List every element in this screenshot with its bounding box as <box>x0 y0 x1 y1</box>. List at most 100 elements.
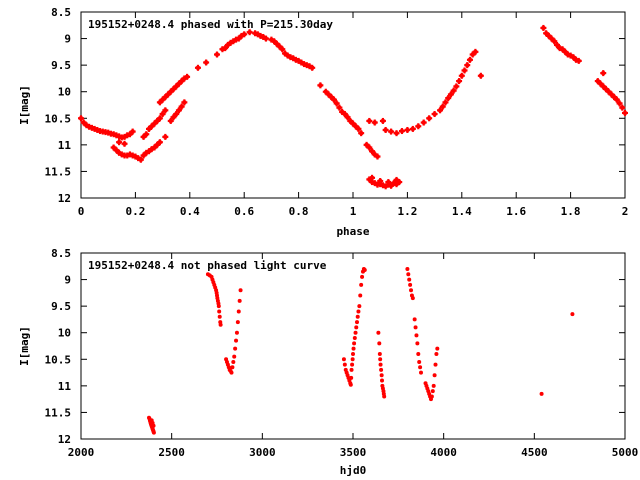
unphased-x-tick-label: 3000 <box>249 446 276 459</box>
phased-data-point <box>175 107 182 114</box>
phased-data-point <box>137 156 144 163</box>
phased-data-point <box>377 177 384 184</box>
unphased-data-point <box>434 351 439 356</box>
phased-data-point <box>458 72 465 79</box>
unphased-data-point <box>431 383 436 388</box>
unphased-data-point <box>151 430 156 435</box>
phased-data-point <box>431 111 438 118</box>
phased-data-point <box>366 117 373 124</box>
unphased-data-point <box>354 320 359 325</box>
unphased-panel: 195152+0248.4 not phased light curve 200… <box>18 247 638 477</box>
unphased-axis-ticks: 2000 2500 3000 3500 4000 4500 5000 8.5 9 9.5 10 10.… <box>45 247 639 459</box>
phased-data-point <box>167 117 174 124</box>
unphased-data-point <box>231 359 236 364</box>
phased-data-point <box>619 104 626 111</box>
unphased-data-point <box>412 317 417 322</box>
unphased-y-tick-label: 9.5 <box>51 300 71 313</box>
phased-x-tick-label: 0.8 <box>289 205 309 218</box>
phased-data-point <box>415 123 422 130</box>
phased-data-point <box>616 100 623 107</box>
unphased-y-tick-label: 12 <box>58 433 71 446</box>
phased-data-point <box>129 128 136 135</box>
phased-data-point <box>330 96 337 103</box>
phased-data-point <box>369 174 376 181</box>
phased-data-point <box>317 82 324 89</box>
phased-data-point <box>341 111 348 118</box>
unphased-data-point <box>229 370 234 375</box>
phased-data-point <box>554 41 560 48</box>
phased-data-point <box>203 59 210 66</box>
phased-data-point <box>439 103 446 110</box>
phased-data-point <box>170 114 177 121</box>
phased-data-point <box>333 100 340 107</box>
unphased-data-point <box>354 325 359 330</box>
unphased-x-tick-label: 4000 <box>430 446 457 459</box>
phased-y-tick-label: 10.5 <box>45 112 72 125</box>
unphased-data-point <box>410 296 415 301</box>
unphased-data-point <box>377 341 382 346</box>
unphased-data-point <box>232 354 237 359</box>
phased-data-point <box>393 130 400 137</box>
phased-data-point <box>159 111 166 118</box>
phased-data-point <box>426 115 433 122</box>
phased-x-tick-label: 0 <box>78 205 85 218</box>
unphased-data-point <box>429 394 434 399</box>
unphased-data-point <box>377 351 382 356</box>
phased-data-point <box>551 38 558 45</box>
phased-data-point <box>540 24 547 31</box>
phased-data-point <box>600 70 607 77</box>
unphased-data-point <box>355 314 360 319</box>
unphased-data-point <box>419 370 423 375</box>
phased-points <box>78 24 628 190</box>
phased-data-point <box>116 139 123 146</box>
phased-data-point <box>420 119 427 126</box>
unphased-data-point <box>350 357 355 362</box>
phased-data-point <box>121 140 128 147</box>
phased-data-point <box>143 131 150 138</box>
unphased-data-point <box>380 378 385 383</box>
phased-data-point <box>369 148 376 155</box>
unphased-data-point <box>418 365 423 370</box>
phased-data-point <box>156 115 163 122</box>
unphased-y-tick-label: 11.5 <box>45 406 72 419</box>
unphased-data-point <box>435 346 440 351</box>
phased-chart-title: 195152+0248.4 phased with P=215.30day <box>88 18 333 31</box>
unphased-data-point <box>416 351 421 356</box>
phased-data-point <box>156 139 163 146</box>
phased-data-point <box>613 96 620 103</box>
unphased-data-point <box>348 382 353 387</box>
phased-data-point <box>279 46 286 53</box>
unphased-y-tick-label: 10 <box>58 327 71 340</box>
phased-data-point <box>214 51 220 58</box>
unphased-data-point <box>405 266 410 271</box>
phased-data-point <box>456 78 463 85</box>
unphased-data-point <box>362 268 367 273</box>
unphased-x-tick-label: 4500 <box>521 446 548 459</box>
phased-data-point <box>379 117 386 124</box>
phased-data-point <box>78 115 84 122</box>
unphased-data-point <box>236 309 241 314</box>
phased-y-tick-label: 8.5 <box>51 6 71 19</box>
phased-data-point <box>382 126 389 133</box>
phased-data-point <box>366 144 373 151</box>
phased-x-axis-label: phase <box>336 225 369 238</box>
unphased-data-point <box>358 293 363 298</box>
phased-panel: 195152+0248.4 phased with P=215.30day 0 0… <box>18 6 628 238</box>
unphased-data-point <box>217 314 222 319</box>
phased-data-point <box>437 107 444 114</box>
phased-data-point <box>464 62 471 69</box>
unphased-data-point <box>356 309 361 314</box>
unphased-data-point <box>379 367 384 372</box>
unphased-data-point <box>352 336 357 341</box>
phased-x-tick-label: 2 <box>622 205 629 218</box>
unphased-data-point <box>415 341 420 346</box>
phased-x-tick-label: 1.2 <box>397 205 417 218</box>
phased-data-point <box>262 35 269 42</box>
phased-data-point <box>162 133 169 140</box>
phased-data-point <box>477 72 484 79</box>
phased-data-point <box>358 130 365 137</box>
unphased-data-point <box>408 282 413 287</box>
phased-data-point <box>461 67 468 74</box>
unphased-data-point <box>417 359 422 364</box>
